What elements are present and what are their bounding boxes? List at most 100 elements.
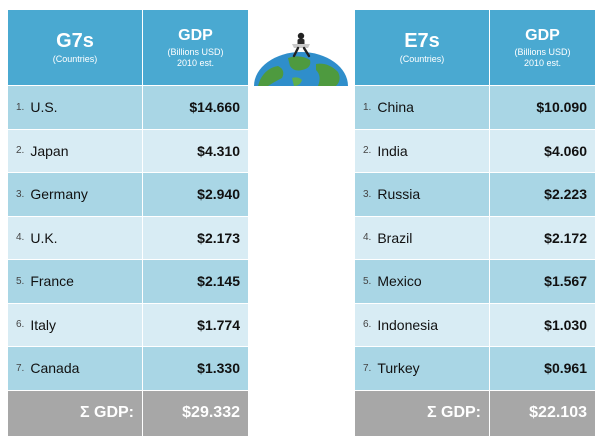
country-cell: 1. U.S. bbox=[8, 86, 143, 129]
rank-label: 7. bbox=[363, 362, 372, 374]
gdp-cell: $4.060 bbox=[490, 130, 595, 173]
country-cell: 3. Russia bbox=[355, 173, 490, 216]
g7-total-row: Σ GDP: $29.332 bbox=[8, 390, 248, 436]
gdp-value: $1.774 bbox=[197, 316, 240, 333]
table-row: 2. Japan $4.310 bbox=[8, 129, 248, 173]
rank-label: 3. bbox=[16, 188, 25, 200]
gdp-cell: $2.940 bbox=[143, 173, 248, 216]
g7-group-header: G7s (Countries) bbox=[8, 10, 143, 85]
country-cell: 6. Italy bbox=[8, 303, 143, 346]
gdp-cell: $1.030 bbox=[490, 304, 595, 347]
total-value: $29.332 bbox=[182, 404, 240, 421]
gdp-value: $2.145 bbox=[197, 273, 240, 290]
g7-table: G7s (Countries) GDP (Billions USD) 2010 … bbox=[8, 10, 248, 436]
e7-group-header: E7s (Countries) bbox=[355, 10, 490, 85]
country-cell: 5. Mexico bbox=[355, 260, 490, 303]
country-name: Indonesia bbox=[377, 316, 439, 333]
person-legs bbox=[292, 46, 311, 58]
gdp-cell: $14.660 bbox=[143, 86, 248, 129]
gdp-cell: $2.223 bbox=[490, 173, 595, 216]
gdp-value: $2.940 bbox=[197, 186, 240, 203]
person-head bbox=[297, 32, 305, 40]
gdp-value: $1.030 bbox=[544, 316, 587, 333]
globe-land bbox=[316, 63, 340, 86]
g7-value-subtitle-2: 2010 est. bbox=[176, 57, 215, 68]
table-row: 3. Russia $2.223 bbox=[355, 173, 595, 217]
e7-value-header: GDP (Billions USD) 2010 est. bbox=[490, 10, 595, 85]
country-cell: 5. France bbox=[8, 260, 143, 303]
country-name: Mexico bbox=[377, 273, 422, 290]
table-row: 5. Mexico $1.567 bbox=[355, 260, 595, 304]
country-cell: 3. Germany bbox=[8, 173, 143, 216]
rank-label: 7. bbox=[16, 362, 25, 374]
e7-group-title: E7s bbox=[404, 30, 440, 52]
rank-label: 1. bbox=[16, 101, 25, 113]
rank-label: 4. bbox=[363, 232, 372, 244]
laptop bbox=[292, 44, 310, 48]
gdp-cell: $2.173 bbox=[143, 217, 248, 260]
total-value: $22.103 bbox=[529, 404, 587, 421]
table-row: 4. U.K. $2.173 bbox=[8, 216, 248, 260]
country-cell: 4. Brazil bbox=[355, 216, 490, 259]
country-name: France bbox=[30, 273, 74, 290]
table-row: 3. Germany $2.940 bbox=[8, 173, 248, 217]
country-cell: 4. U.K. bbox=[8, 216, 143, 259]
rank-label: 6. bbox=[363, 319, 372, 331]
rank-label: 5. bbox=[16, 275, 25, 287]
country-name: China bbox=[377, 99, 414, 116]
country-cell: 2. Japan bbox=[8, 129, 143, 172]
rank-label: 1. bbox=[363, 101, 372, 113]
gdp-value: $2.173 bbox=[197, 229, 240, 246]
country-name: Japan bbox=[30, 142, 69, 159]
gdp-value: $1.330 bbox=[197, 360, 240, 377]
gdp-cell: $1.330 bbox=[143, 347, 248, 390]
e7-value-subtitle-2: 2010 est. bbox=[523, 57, 562, 68]
table-row: 7. Canada $1.330 bbox=[8, 347, 248, 391]
rank-label: 2. bbox=[363, 145, 372, 157]
gdp-value: $4.060 bbox=[544, 142, 587, 159]
gdp-cell: $2.145 bbox=[143, 260, 248, 303]
total-value-cell: $29.332 bbox=[143, 391, 248, 436]
g7-group-title: G7s bbox=[56, 30, 94, 52]
gdp-value: $1.567 bbox=[544, 273, 587, 290]
country-name: U.S. bbox=[30, 99, 58, 116]
table-row: 4. Brazil $2.172 bbox=[355, 216, 595, 260]
globe-land bbox=[288, 56, 311, 71]
gdp-cell: $1.567 bbox=[490, 260, 595, 303]
rank-label: 4. bbox=[16, 232, 25, 244]
e7-table: E7s (Countries) GDP (Billions USD) 2010 … bbox=[355, 10, 595, 436]
table-row: 1. U.S. $14.660 bbox=[8, 86, 248, 130]
gdp-value: $2.223 bbox=[544, 186, 587, 203]
g7-group-subtitle: (Countries) bbox=[52, 54, 98, 64]
rank-label: 5. bbox=[363, 275, 372, 287]
e7-total-row: Σ GDP: $22.103 bbox=[355, 390, 595, 436]
table-row: 1. China $10.090 bbox=[355, 86, 595, 130]
country-cell: 7. Turkey bbox=[355, 347, 490, 390]
g7-value-header: GDP (Billions USD) 2010 est. bbox=[143, 10, 248, 85]
country-cell: 7. Canada bbox=[8, 347, 143, 390]
table-row: 7. Turkey $0.961 bbox=[355, 347, 595, 391]
gdp-value: $4.310 bbox=[197, 142, 240, 159]
globe-with-person-icon bbox=[254, 32, 348, 86]
total-label: Σ GDP: bbox=[426, 404, 481, 421]
rank-label: 2. bbox=[16, 145, 25, 157]
rank-label: 3. bbox=[363, 188, 372, 200]
g7-header-row: G7s (Countries) GDP (Billions USD) 2010 … bbox=[8, 10, 248, 86]
country-name: Russia bbox=[377, 186, 421, 203]
country-name: Canada bbox=[30, 360, 80, 377]
globe-land bbox=[258, 66, 284, 86]
gdp-cell: $1.774 bbox=[143, 304, 248, 347]
g7-value-subtitle-1: (Billions USD) bbox=[167, 46, 224, 57]
gdp-cell: $2.172 bbox=[490, 217, 595, 260]
g7-value-title: GDP bbox=[178, 26, 213, 44]
country-name: Germany bbox=[30, 186, 88, 203]
country-cell: 1. China bbox=[355, 86, 490, 129]
gdp-value: $10.090 bbox=[536, 99, 587, 116]
total-label-cell: Σ GDP: bbox=[8, 390, 143, 436]
gdp-value: $0.961 bbox=[544, 360, 587, 377]
table-row: 2. India $4.060 bbox=[355, 129, 595, 173]
total-label: Σ GDP: bbox=[79, 404, 134, 421]
table-row: 6. Indonesia $1.030 bbox=[355, 303, 595, 347]
e7-header-row: E7s (Countries) GDP (Billions USD) 2010 … bbox=[355, 10, 595, 86]
country-name: India bbox=[377, 142, 408, 159]
